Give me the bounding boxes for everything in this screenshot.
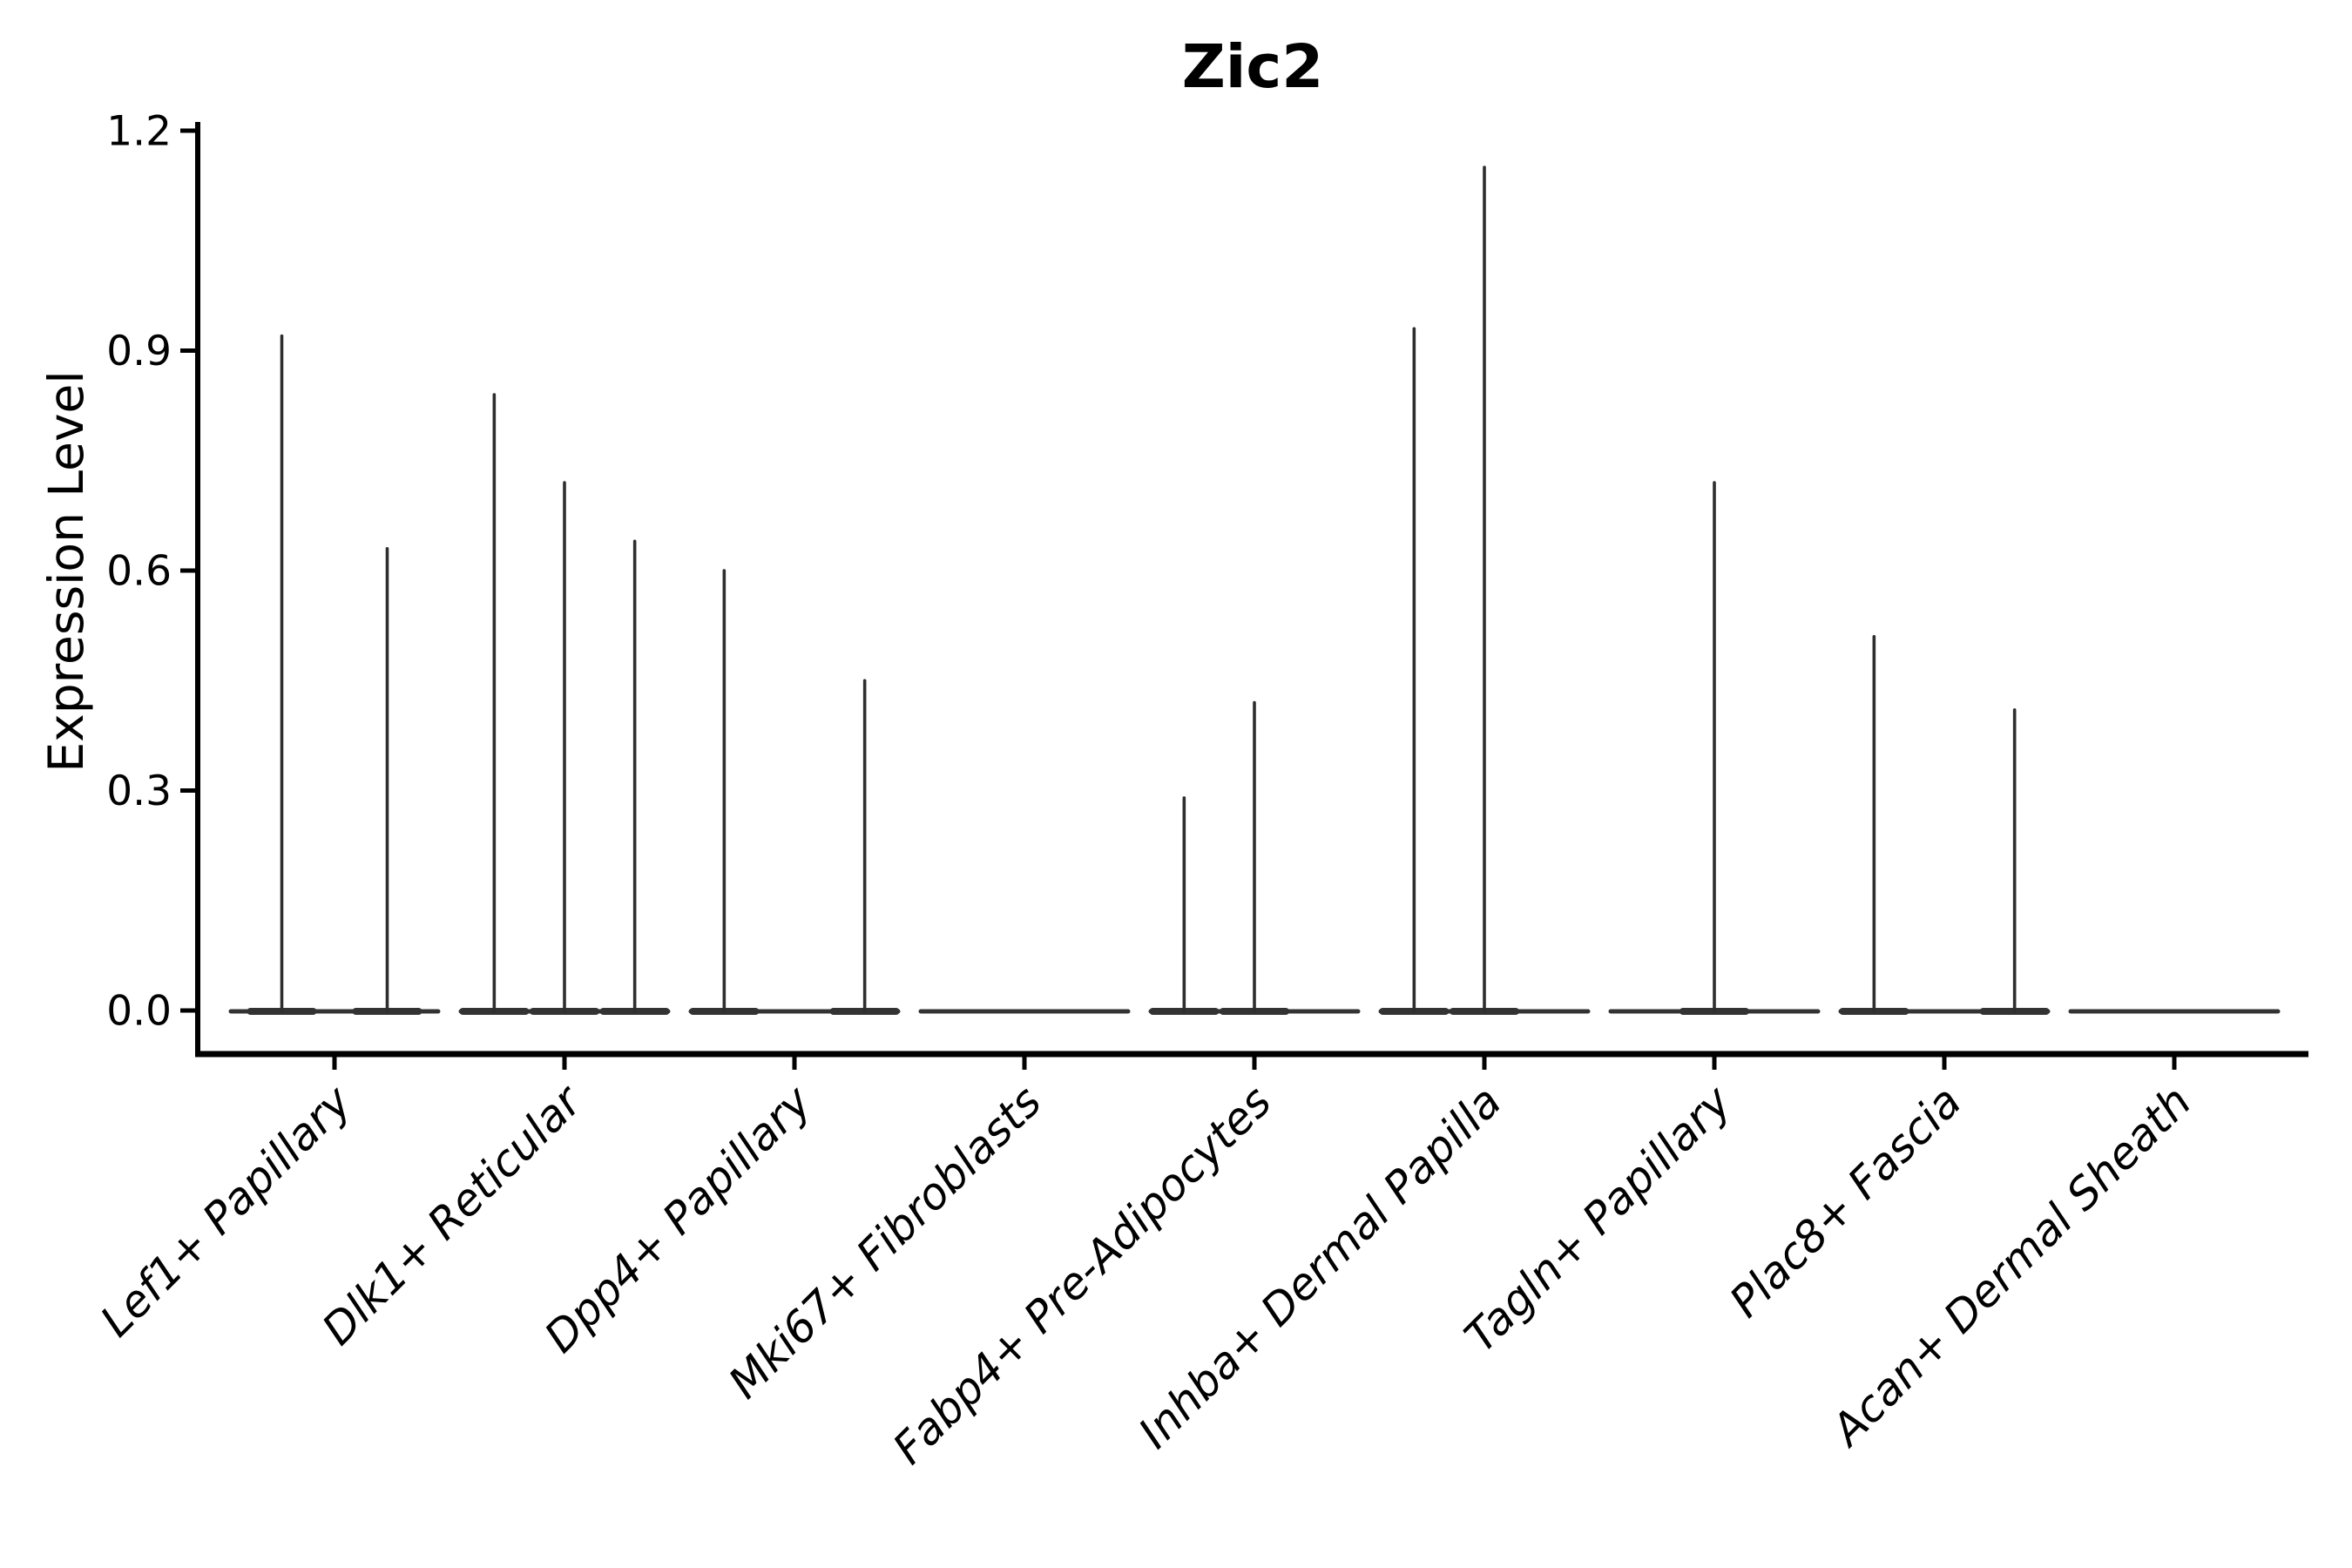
x-tick-label: Lef1+ Papillary — [91, 1075, 362, 1346]
x-tick-label: Plac8+ Fascia — [1720, 1076, 1971, 1327]
y-axis-tick-labels: 0.0 0.3 0.6 0.9 1.2 — [106, 107, 172, 1035]
y-axis-label: Expression Level — [38, 370, 94, 772]
y-tick-label: 0.9 — [106, 328, 172, 375]
y-axis-ticks — [180, 128, 198, 1013]
y-tick-label: 0.0 — [106, 987, 172, 1035]
y-tick-label: 0.3 — [106, 767, 172, 815]
x-axis-ticks — [332, 1054, 2177, 1070]
violins — [228, 166, 2281, 1015]
chart-title: Zic2 — [1182, 32, 1324, 102]
x-tick-label: Inhba+ Dermal Papilla — [1129, 1076, 1511, 1457]
y-tick-label: 1.2 — [106, 107, 172, 155]
x-tick-label: Fabp4+ Pre-Adipocytes — [883, 1076, 1281, 1474]
y-tick-label: 0.6 — [106, 547, 172, 595]
